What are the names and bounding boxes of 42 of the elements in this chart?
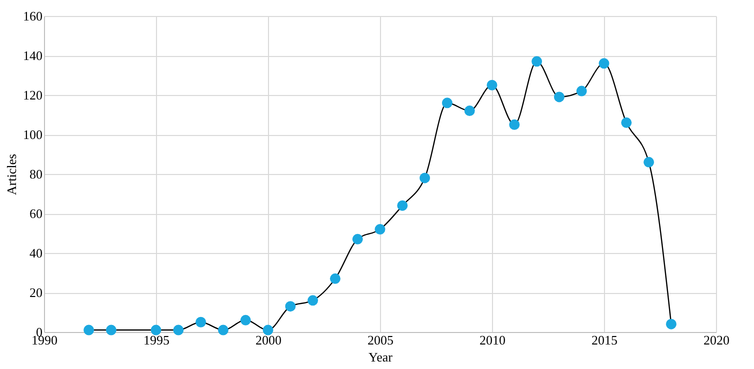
point — [464, 106, 475, 116]
point — [509, 119, 520, 130]
x-axis-title: Year — [368, 350, 394, 364]
point — [554, 92, 564, 102]
x-tick-label: 2015 — [592, 332, 618, 348]
point — [106, 324, 116, 336]
x-tick-label: 2005 — [368, 332, 394, 348]
point — [173, 324, 184, 336]
point — [308, 295, 318, 306]
point — [196, 316, 206, 328]
point — [666, 318, 676, 330]
point — [330, 273, 340, 284]
x-tick-label: 1995 — [144, 332, 170, 348]
point — [352, 234, 363, 244]
y-tick-label: 120 — [23, 88, 42, 102]
point — [420, 172, 430, 184]
point — [262, 324, 274, 336]
x-tick-label: 2010 — [480, 332, 506, 348]
point — [374, 224, 386, 235]
point — [397, 200, 408, 211]
y-tick-label: 60 — [30, 206, 42, 221]
point — [532, 56, 542, 67]
point — [150, 324, 162, 336]
x-tick-label: 2020 — [704, 332, 730, 348]
point — [240, 314, 251, 326]
point — [576, 86, 587, 96]
point — [598, 58, 610, 69]
x-tick-label: 2000 — [256, 332, 282, 348]
y-tick-label: 20 — [30, 285, 42, 300]
point — [621, 117, 632, 128]
point — [84, 324, 94, 336]
y-tick-label: 100 — [23, 127, 42, 142]
y-tick-label: 40 — [30, 246, 42, 260]
point — [218, 324, 228, 336]
y-tick-label: 160 — [23, 8, 42, 24]
point — [486, 80, 498, 90]
point — [285, 301, 296, 312]
y-tick-label: 140 — [23, 48, 42, 63]
point — [442, 98, 452, 108]
y-axis-title: Articles — [4, 154, 19, 196]
point — [644, 156, 654, 168]
y-tick-label: 80 — [30, 166, 42, 182]
